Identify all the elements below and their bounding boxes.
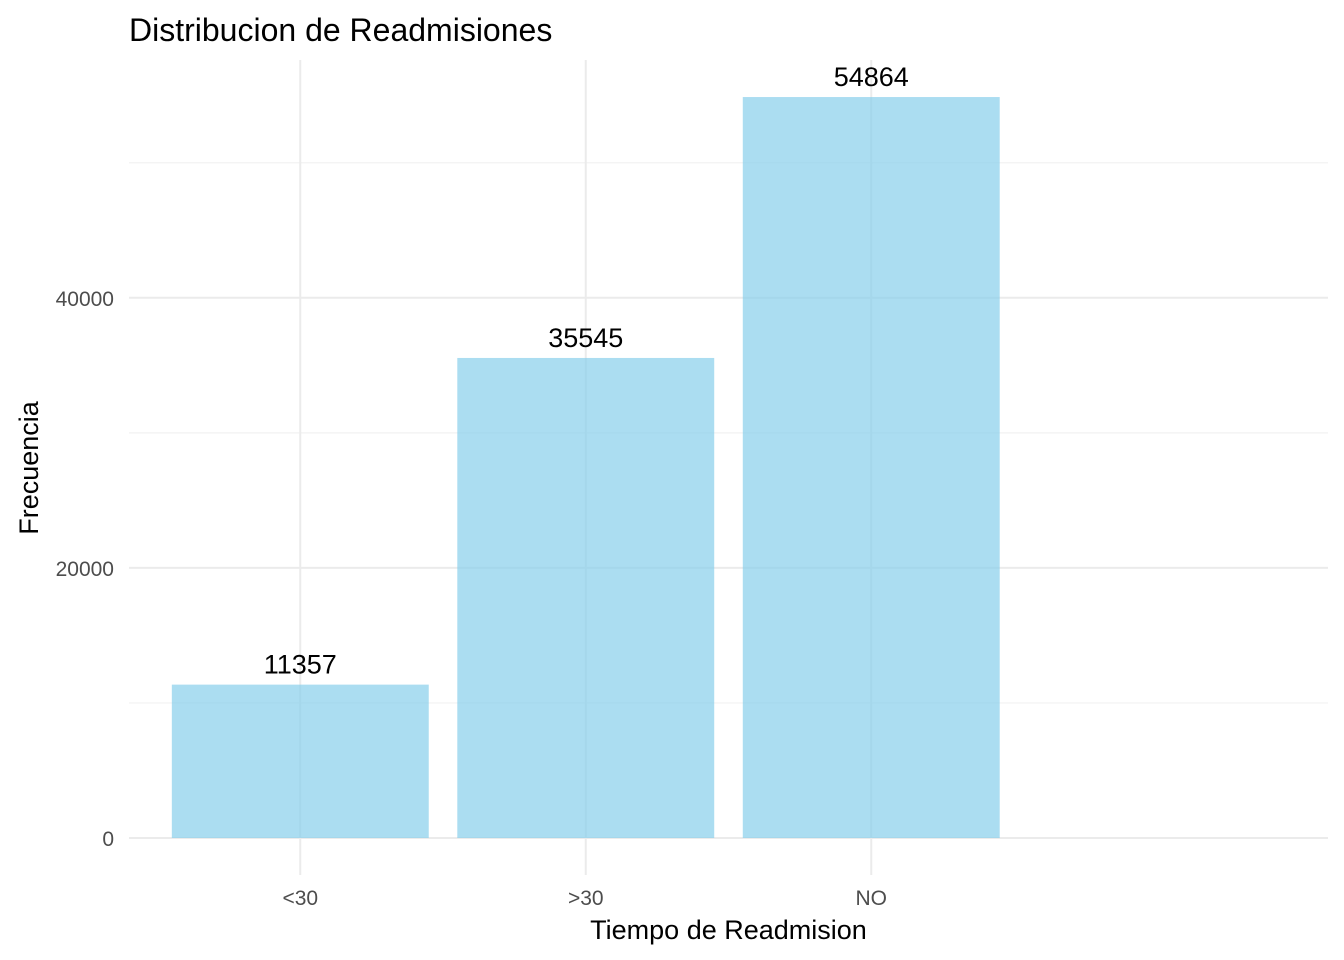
bar (457, 357, 715, 838)
x-tick-label: >30 (568, 887, 604, 910)
y-axis-title: Frecuencia (14, 400, 44, 535)
bar (171, 684, 429, 838)
bar (742, 97, 1000, 838)
bars (171, 97, 1000, 838)
bar-value-label: 35545 (548, 323, 623, 353)
chart-title: Distribucion de Readmisiones (129, 12, 552, 48)
bar-value-label: 54864 (834, 62, 909, 92)
x-axis-title: Tiempo de Readmision (590, 915, 867, 945)
bar-value-label: 11357 (264, 650, 337, 680)
y-tick-label: 20000 (56, 558, 114, 581)
value-labels: 11357 35545 54864 (264, 62, 909, 680)
x-tick-label: <30 (282, 887, 318, 910)
y-axis-tick-labels: 0 20000 40000 (56, 288, 114, 851)
y-tick-label: 0 (102, 828, 114, 851)
y-tick-label: 40000 (56, 288, 114, 311)
x-tick-label: NO (855, 887, 887, 910)
x-axis-tick-labels: <30 >30 NO (282, 887, 887, 910)
